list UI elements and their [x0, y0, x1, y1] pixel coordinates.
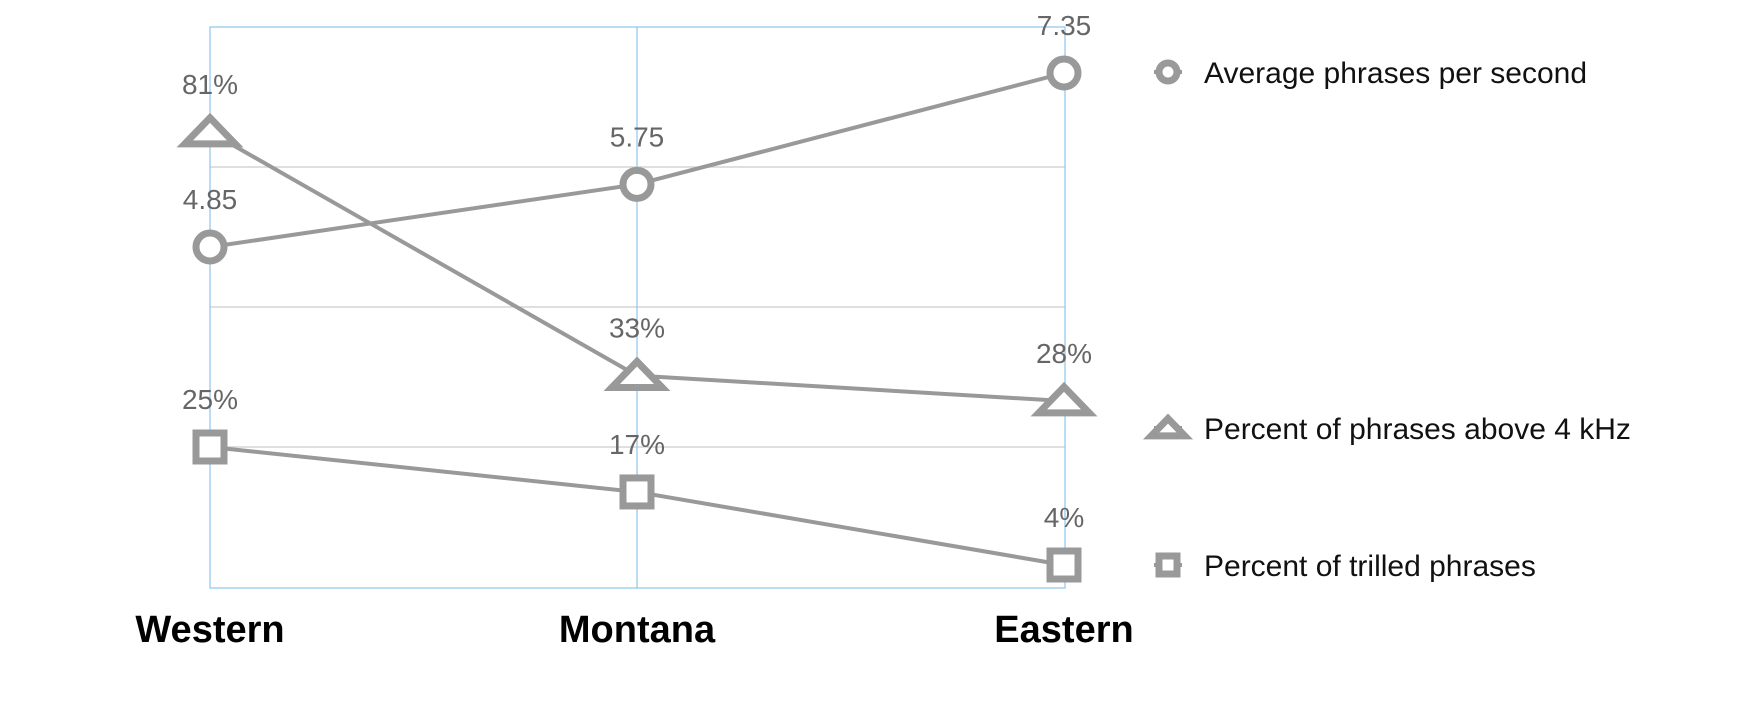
- triangle-marker: [1142, 413, 1194, 440]
- grid: [209, 26, 1066, 589]
- legend-label: Average phrases per second: [1204, 57, 1587, 90]
- square-marker: [192, 429, 228, 465]
- data-label: 4%: [1044, 502, 1084, 533]
- data-label: 4.85: [183, 184, 238, 215]
- category-labels: Western Montana Eastern: [135, 609, 1133, 651]
- series-circle: [192, 55, 1082, 265]
- data-labels: 4.85 5.75 7.35 81% 33% 28% 25% 17% 4%: [182, 10, 1092, 533]
- category-label: Eastern: [994, 609, 1133, 651]
- triangle-marker: [1030, 381, 1098, 417]
- data-label: 5.75: [610, 121, 665, 152]
- circle-marker: [1155, 59, 1181, 85]
- series-square: [192, 429, 1082, 583]
- series-triangle: [176, 112, 1098, 417]
- legend-item: Average phrases per second: [1154, 57, 1587, 90]
- category-label: Western: [135, 609, 284, 651]
- data-label: 81%: [182, 69, 238, 100]
- circle-marker: [619, 166, 655, 202]
- series-layer: [176, 55, 1098, 583]
- square-marker: [1155, 552, 1181, 578]
- square-marker: [619, 474, 655, 510]
- category-label: Montana: [559, 609, 716, 651]
- triangle-marker: [603, 356, 671, 391]
- legend-item: Percent of phrases above 4 kHz: [1142, 413, 1631, 446]
- data-label: 17%: [609, 429, 665, 460]
- data-label: 7.35: [1037, 10, 1092, 41]
- triangle-marker: [176, 112, 244, 148]
- data-label: 25%: [182, 384, 238, 415]
- data-label: 33%: [609, 313, 665, 344]
- square-marker: [1046, 547, 1082, 583]
- legend-label: Percent of phrases above 4 kHz: [1204, 413, 1631, 446]
- legend-item: Percent of trilled phrases: [1154, 550, 1536, 583]
- plot-frame: [209, 26, 1066, 589]
- circle-marker: [192, 229, 228, 265]
- data-label: 28%: [1036, 338, 1092, 369]
- legend: Average phrases per second Percent of phr…: [1142, 57, 1631, 583]
- legend-label: Percent of trilled phrases: [1204, 550, 1536, 583]
- circle-marker: [1046, 55, 1082, 91]
